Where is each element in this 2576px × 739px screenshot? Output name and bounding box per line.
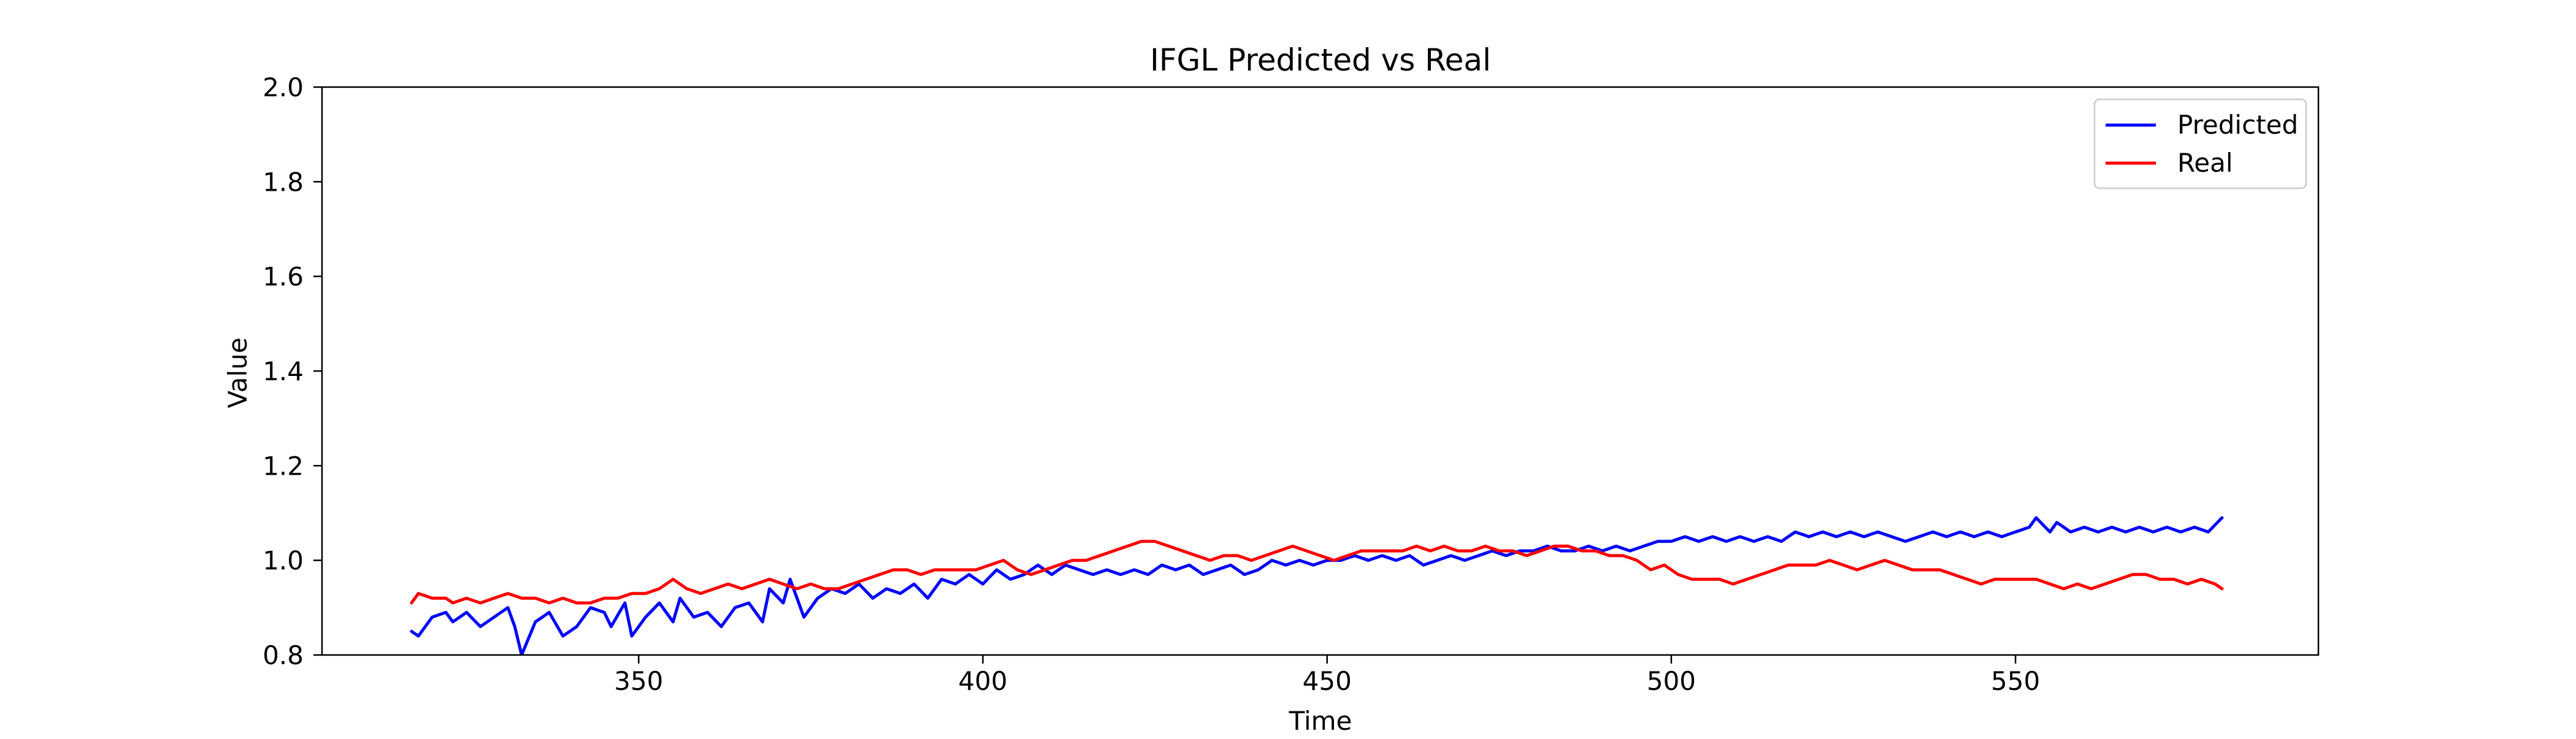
x-tick-label: 350 — [614, 666, 663, 696]
y-tick-label: 1.6 — [263, 262, 304, 292]
y-tick-label: 2.0 — [263, 72, 304, 102]
y-tick-label: 1.8 — [263, 167, 304, 197]
x-tick-label: 400 — [958, 666, 1007, 696]
plot-layer: 350 400 450 500 550 0.8 1.0 1.2 1.4 1.6 1.8 2.0 Pred… — [263, 72, 2320, 696]
y-axis-label: Value — [223, 337, 253, 408]
legend-label-predicted: Predicted — [2177, 110, 2298, 140]
y-tick-label: 1.0 — [263, 546, 304, 576]
y-tick-label: 1.2 — [263, 451, 304, 481]
legend-label-real: Real — [2177, 148, 2233, 178]
x-tick-label: 450 — [1303, 666, 1352, 696]
series-line-real — [410, 540, 2224, 605]
y-tick-label: 0.8 — [263, 640, 304, 670]
x-axis-label: Time — [1289, 706, 1352, 736]
x-tick-label: 500 — [1647, 666, 1696, 696]
chart-title: IFGL Predicted vs Real — [1150, 42, 1491, 78]
y-tick-label: 1.4 — [263, 356, 304, 386]
legend-box — [2093, 98, 2307, 190]
x-tick-label: 550 — [1991, 666, 2040, 696]
series-line-predicted — [410, 516, 2224, 655]
